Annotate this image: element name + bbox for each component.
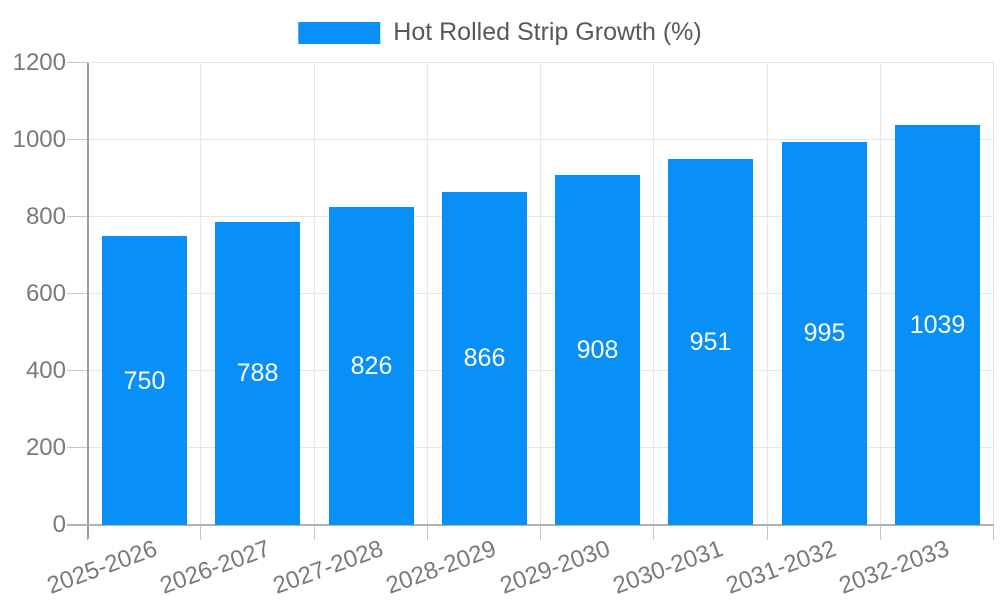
y-gridline: [88, 293, 994, 294]
y-tick: [67, 293, 88, 294]
bar-value-label: 995: [803, 319, 846, 347]
y-tick: [67, 447, 88, 448]
y-gridline: [88, 139, 994, 140]
y-axis-tick-label: 0: [52, 511, 66, 538]
y-gridline: [88, 216, 994, 217]
x-axis-tick-label: 2028-2029: [382, 535, 500, 600]
x-tick: [314, 525, 315, 540]
bar-2030-2031: [668, 159, 753, 525]
bar-value-label: 1039: [909, 311, 966, 339]
bar-value-label: 951: [689, 328, 732, 356]
y-axis-tick-label: 800: [25, 203, 66, 230]
y-tick: [67, 139, 88, 140]
x-axis-tick-label: 2032-2033: [835, 535, 953, 600]
bar-2029-2030: [555, 175, 640, 525]
x-axis-tick-label: 2027-2028: [269, 535, 387, 600]
x-axis-tick-label: 2025-2026: [43, 535, 161, 600]
x-tick: [880, 525, 881, 540]
legend[interactable]: Hot Rolled Strip Growth (%): [298, 18, 702, 47]
bar-value-label: 750: [123, 367, 166, 395]
x-gridline: [653, 63, 654, 525]
x-gridline: [767, 63, 768, 525]
bar-2028-2029: [442, 192, 527, 525]
x-tick: [767, 525, 768, 540]
y-axis-tick-label: 1200: [12, 49, 66, 76]
x-axis-tick-label: 2029-2030: [496, 535, 614, 600]
y-axis-tick-label: 200: [25, 434, 66, 461]
legend-label: Hot Rolled Strip Growth (%): [393, 18, 702, 46]
y-gridline: [88, 370, 994, 371]
legend-swatch: [298, 21, 381, 44]
bar-value-label: 826: [350, 352, 393, 380]
x-gridline: [427, 63, 428, 525]
x-axis-tick-label: 2030-2031: [609, 535, 727, 600]
x-gridline: [993, 63, 994, 525]
y-tick: [67, 216, 88, 217]
y-axis-tick-label: 600: [25, 280, 66, 307]
x-gridline: [540, 63, 541, 525]
x-tick: [540, 525, 541, 540]
x-axis-line: [67, 524, 994, 526]
x-axis-tick-label: 2031-2032: [722, 535, 840, 600]
x-axis-tick-label: 2026-2027: [156, 535, 274, 600]
bar-2032-2033: [895, 125, 980, 525]
y-tick: [67, 370, 88, 371]
y-axis-line: [87, 63, 89, 539]
y-axis-tick-label: 1000: [12, 126, 66, 153]
y-gridline: [88, 447, 994, 448]
bar-2025-2026: [102, 236, 187, 525]
bar-value-label: 908: [576, 336, 619, 364]
bar-2031-2032: [782, 142, 867, 525]
y-tick: [67, 62, 88, 63]
bar-2026-2027: [215, 222, 300, 525]
x-tick: [653, 525, 654, 540]
x-tick: [200, 525, 201, 540]
bar-value-label: 788: [236, 359, 279, 387]
x-tick: [993, 525, 994, 540]
x-gridline: [314, 63, 315, 525]
y-gridline: [88, 62, 994, 63]
bar-2027-2028: [329, 207, 414, 525]
y-axis-tick-label: 400: [25, 357, 66, 384]
x-gridline: [200, 63, 201, 525]
x-gridline: [880, 63, 881, 525]
x-tick: [427, 525, 428, 540]
bar-value-label: 866: [463, 344, 506, 372]
